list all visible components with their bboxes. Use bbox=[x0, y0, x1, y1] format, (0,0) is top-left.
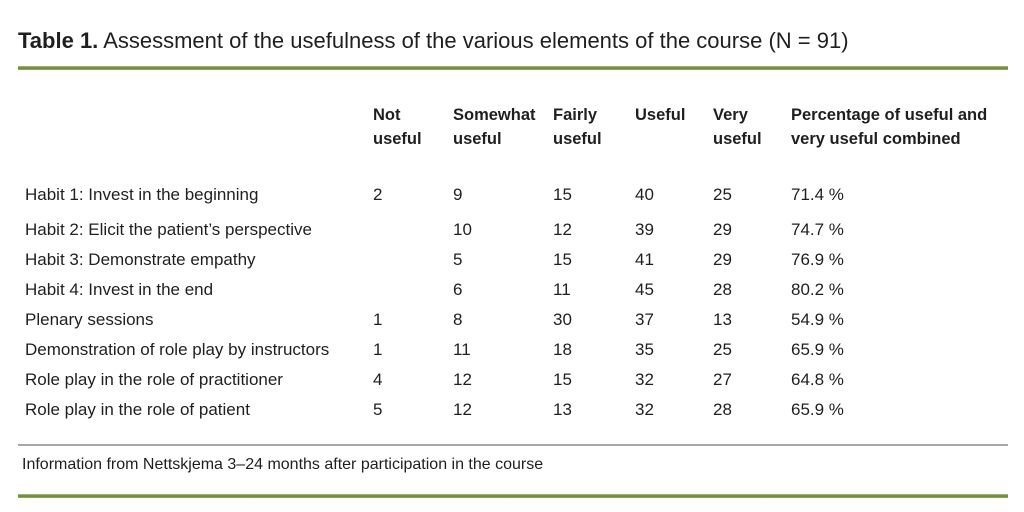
cell-fairly-useful: 18 bbox=[553, 340, 572, 359]
cell-very-useful: 25 bbox=[713, 185, 732, 204]
cell-percentage: 80.2 % bbox=[791, 280, 844, 299]
cell-percentage: 54.9 % bbox=[791, 310, 844, 329]
table-row: Role play in the role of patient 5 12 13… bbox=[25, 395, 1008, 425]
footer-divider-rule bbox=[18, 444, 1008, 446]
assessment-table: Not useful Somewhat useful Fairly useful… bbox=[25, 103, 1008, 425]
row-label: Demonstration of role play by instructor… bbox=[25, 340, 330, 359]
table-row: Role play in the role of practitioner 4 … bbox=[25, 365, 1008, 395]
cell-not-useful: 1 bbox=[373, 340, 383, 359]
cell-not-useful: 5 bbox=[373, 400, 383, 419]
table-caption: Table 1. Assessment of the usefulness of… bbox=[18, 26, 1008, 56]
cell-somewhat-useful: 11 bbox=[453, 340, 471, 359]
table-caption-number: Table 1. bbox=[18, 28, 99, 53]
cell-fairly-useful: 12 bbox=[553, 220, 572, 239]
header-percentage-combined: Percentage of useful and very useful com… bbox=[791, 106, 988, 148]
table-row: Plenary sessions 1 8 30 37 13 54.9 % bbox=[25, 305, 1008, 335]
table-row: Demonstration of role play by instructor… bbox=[25, 335, 1008, 365]
table-row: Habit 1: Invest in the beginning 2 9 15 … bbox=[25, 180, 1008, 210]
cell-percentage: 71.4 % bbox=[791, 185, 844, 204]
cell-useful: 41 bbox=[635, 250, 654, 269]
cell-very-useful: 28 bbox=[713, 280, 732, 299]
cell-very-useful: 27 bbox=[713, 370, 732, 389]
cell-percentage: 76.9 % bbox=[791, 250, 844, 269]
cell-very-useful: 28 bbox=[713, 400, 732, 419]
header-somewhat-useful: Somewhat useful bbox=[453, 106, 536, 148]
table-footnote: Information from Nettskjema 3–24 months … bbox=[22, 456, 544, 473]
cell-not-useful: 2 bbox=[373, 185, 383, 204]
cell-somewhat-useful: 5 bbox=[453, 250, 463, 269]
table-row: Habit 2: Elicit the patient’s perspectiv… bbox=[25, 215, 1008, 245]
cell-fairly-useful: 30 bbox=[553, 310, 572, 329]
row-label: Role play in the role of practitioner bbox=[25, 370, 283, 389]
header-very-useful: Very useful bbox=[713, 106, 762, 148]
top-accent-rule bbox=[18, 66, 1008, 70]
bottom-accent-rule bbox=[18, 494, 1008, 498]
cell-percentage: 64.8 % bbox=[791, 370, 844, 389]
header-fairly-useful: Fairly useful bbox=[553, 106, 602, 148]
cell-somewhat-useful: 10 bbox=[453, 220, 472, 239]
cell-fairly-useful: 15 bbox=[553, 185, 572, 204]
cell-useful: 45 bbox=[635, 280, 654, 299]
table-row: Habit 4: Invest in the end 6 11 45 28 80… bbox=[25, 275, 1008, 305]
cell-fairly-useful: 15 bbox=[553, 370, 572, 389]
cell-not-useful bbox=[373, 275, 453, 305]
cell-percentage: 65.9 % bbox=[791, 340, 844, 359]
header-useful: Useful bbox=[635, 106, 686, 124]
cell-useful: 37 bbox=[635, 310, 654, 329]
cell-very-useful: 13 bbox=[713, 310, 732, 329]
header-not-useful: Not useful bbox=[373, 106, 422, 148]
cell-useful: 32 bbox=[635, 370, 654, 389]
cell-somewhat-useful: 6 bbox=[453, 280, 463, 299]
cell-somewhat-useful: 12 bbox=[453, 370, 472, 389]
cell-not-useful: 1 bbox=[373, 310, 383, 329]
row-label: Habit 2: Elicit the patient’s perspectiv… bbox=[25, 220, 312, 239]
cell-percentage: 65.9 % bbox=[791, 400, 844, 419]
cell-useful: 39 bbox=[635, 220, 654, 239]
cell-not-useful bbox=[373, 215, 453, 245]
cell-fairly-useful: 15 bbox=[553, 250, 572, 269]
row-label: Habit 4: Invest in the end bbox=[25, 280, 214, 299]
row-label: Habit 1: Invest in the beginning bbox=[25, 185, 259, 204]
header-spacer bbox=[25, 103, 373, 151]
cell-very-useful: 29 bbox=[713, 220, 732, 239]
cell-not-useful bbox=[373, 245, 453, 275]
cell-somewhat-useful: 9 bbox=[453, 185, 463, 204]
cell-somewhat-useful: 12 bbox=[453, 400, 472, 419]
cell-not-useful: 4 bbox=[373, 370, 383, 389]
cell-somewhat-useful: 8 bbox=[453, 310, 463, 329]
cell-very-useful: 25 bbox=[713, 340, 732, 359]
table-header-row: Not useful Somewhat useful Fairly useful… bbox=[25, 103, 1008, 151]
cell-useful: 35 bbox=[635, 340, 654, 359]
cell-useful: 32 bbox=[635, 400, 654, 419]
cell-percentage: 74.7 % bbox=[791, 220, 844, 239]
cell-fairly-useful: 11 bbox=[553, 280, 571, 299]
cell-useful: 40 bbox=[635, 185, 654, 204]
table-caption-text: Assessment of the usefulness of the vari… bbox=[98, 28, 849, 53]
cell-very-useful: 29 bbox=[713, 250, 732, 269]
row-label: Plenary sessions bbox=[25, 310, 154, 329]
row-label: Role play in the role of patient bbox=[25, 400, 250, 419]
row-label: Habit 3: Demonstrate empathy bbox=[25, 250, 256, 269]
cell-fairly-useful: 13 bbox=[553, 400, 572, 419]
table-row: Habit 3: Demonstrate empathy 5 15 41 29 … bbox=[25, 245, 1008, 275]
